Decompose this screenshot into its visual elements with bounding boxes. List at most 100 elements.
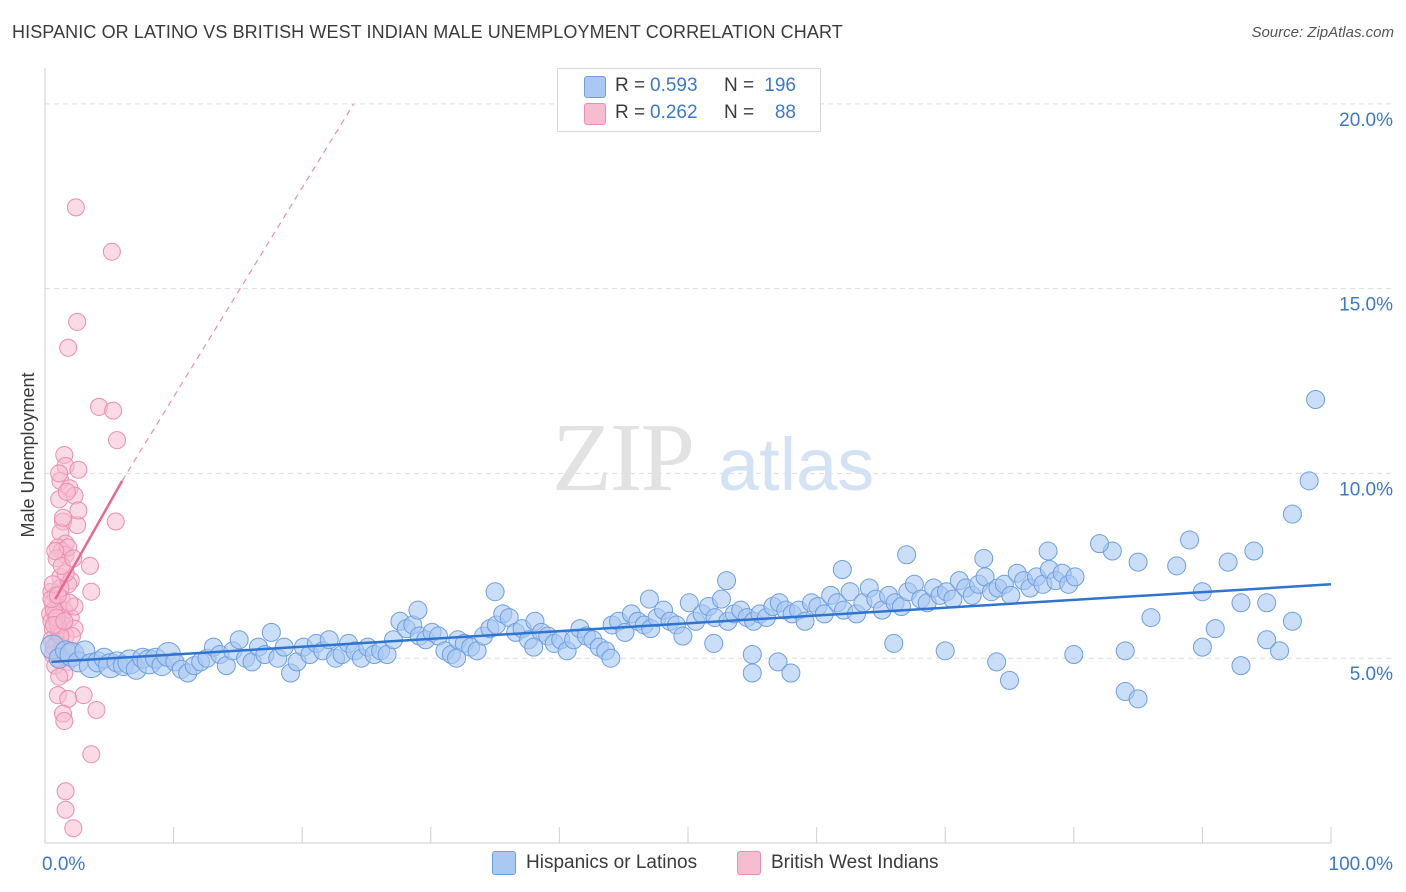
r-label: R = xyxy=(615,75,646,96)
hispanics-point xyxy=(768,652,788,672)
hispanics-point xyxy=(1192,637,1212,657)
chart-source: Source: ZipAtlas.com xyxy=(1251,24,1394,41)
y-tick-label: 5.0% xyxy=(1350,664,1393,685)
n-value: 196 xyxy=(764,75,796,96)
british-west-indians-point xyxy=(56,800,75,819)
hispanics-point xyxy=(832,560,852,580)
legend-item-hispanics[interactable]: Hispanics or Latinos xyxy=(492,851,697,875)
legend-swatch-hispanics xyxy=(492,851,516,875)
x-tick-labels: 0.0% 100.0% xyxy=(42,854,1393,875)
hispanics-point xyxy=(1064,645,1084,665)
hispanics-point xyxy=(1231,656,1251,676)
british-west-indians-point xyxy=(81,556,100,575)
hispanics-point xyxy=(408,600,428,620)
watermark-zip: ZIP xyxy=(552,404,693,512)
chart-title: HISPANIC OR LATINO VS BRITISH WEST INDIA… xyxy=(12,22,843,42)
hispanics-point xyxy=(673,626,693,646)
british-west-indians-point xyxy=(57,482,76,501)
hispanics-point xyxy=(229,630,249,650)
hispanics-point xyxy=(1218,552,1238,572)
british-west-indians-point xyxy=(50,464,69,483)
hispanics-points xyxy=(40,390,1326,709)
stats-row-british-west-indians: R = 0.262 N = 88 xyxy=(558,100,820,127)
hispanics-point xyxy=(261,622,281,642)
hispanics-point xyxy=(485,582,505,602)
hispanics-point xyxy=(1282,611,1302,631)
hispanics-point xyxy=(1231,593,1251,613)
hispanics-point xyxy=(704,633,724,653)
hispanics-point xyxy=(1115,641,1135,661)
chart-legend: Hispanics or Latinos British West Indian… xyxy=(0,851,1406,879)
british-west-indians-point xyxy=(82,745,101,764)
y-tick-label: 20.0% xyxy=(1339,110,1393,131)
british-west-indians-point xyxy=(74,686,93,705)
british-west-indians-point xyxy=(106,512,125,531)
hispanics-point xyxy=(1090,534,1110,554)
british-west-indians-point xyxy=(82,582,101,601)
hispanics-point xyxy=(742,663,762,683)
british-west-indians-swatch xyxy=(584,103,606,125)
british-west-indians-point xyxy=(104,401,123,420)
hispanics-point xyxy=(897,545,917,565)
hispanics-point xyxy=(987,652,1007,672)
stats-legend: R = 0.593 N = 196 R = 0.262 N = 88 xyxy=(557,68,821,132)
british-west-indians-point xyxy=(66,198,85,217)
r-value: 0.593 xyxy=(650,75,698,96)
hispanics-point xyxy=(1257,593,1277,613)
hispanics-point xyxy=(1282,504,1302,524)
british-west-indians-point xyxy=(64,819,83,838)
british-west-indians-point xyxy=(46,542,65,561)
hispanics-point xyxy=(639,589,659,609)
british-west-indians-point xyxy=(54,508,73,527)
british-west-indians-point xyxy=(55,612,74,631)
hispanics-point xyxy=(1270,641,1290,661)
british-west-indians-point xyxy=(102,242,121,261)
hispanics-point xyxy=(781,663,801,683)
hispanics-point xyxy=(884,633,904,653)
hispanics-point xyxy=(1306,390,1326,410)
legend-label: British West Indians xyxy=(771,852,939,873)
hispanics-point xyxy=(1001,585,1021,605)
hispanics-point xyxy=(717,571,737,591)
y-tick-labels: 5.0% 10.0% 15.0% 20.0% xyxy=(1339,110,1393,685)
hispanics-trend-line xyxy=(51,583,1332,664)
r-value: 0.262 xyxy=(650,102,698,123)
trend-lines xyxy=(51,103,1332,664)
hispanics-point xyxy=(935,641,955,661)
hispanics-point xyxy=(1299,471,1319,491)
watermark-atlas: atlas xyxy=(718,423,874,506)
legend-swatch-british-west-indians xyxy=(737,851,761,875)
british-west-indians-point xyxy=(69,501,88,520)
y-tick-label: 10.0% xyxy=(1339,479,1393,500)
hispanics-point xyxy=(974,548,994,568)
hispanics-point xyxy=(1205,619,1225,639)
hispanics-point xyxy=(840,582,860,602)
x-tick-label-max: 100.0% xyxy=(1329,854,1394,875)
n-value: 88 xyxy=(774,102,796,123)
hispanics-point xyxy=(1128,552,1148,572)
hispanics-point xyxy=(1065,567,1085,587)
grid-lines xyxy=(45,103,1392,659)
british-west-indians-trend-extension xyxy=(121,103,355,482)
british-west-indians-point xyxy=(68,312,87,331)
hispanics-point xyxy=(742,645,762,665)
watermark: ZIP atlas xyxy=(552,404,874,512)
british-west-indians-point xyxy=(59,338,78,357)
british-west-indians-points xyxy=(41,198,127,838)
y-tick-label: 15.0% xyxy=(1339,295,1393,316)
hispanics-point xyxy=(711,589,731,609)
hispanics-point xyxy=(1167,556,1187,576)
legend-item-british-west-indians[interactable]: British West Indians xyxy=(737,851,939,875)
hispanics-point xyxy=(1257,630,1277,650)
hispanics-point xyxy=(524,637,544,657)
hispanics-point xyxy=(1180,530,1200,550)
british-west-indians-point xyxy=(87,700,106,719)
british-west-indians-trend-line xyxy=(54,480,124,600)
hispanics-point xyxy=(1128,689,1148,709)
r-label: R = xyxy=(615,102,646,123)
hispanics-point xyxy=(1038,541,1058,561)
y-axis-label: Male Unemployment xyxy=(18,372,38,537)
hispanics-point xyxy=(601,648,621,668)
hispanics-point xyxy=(679,593,699,613)
